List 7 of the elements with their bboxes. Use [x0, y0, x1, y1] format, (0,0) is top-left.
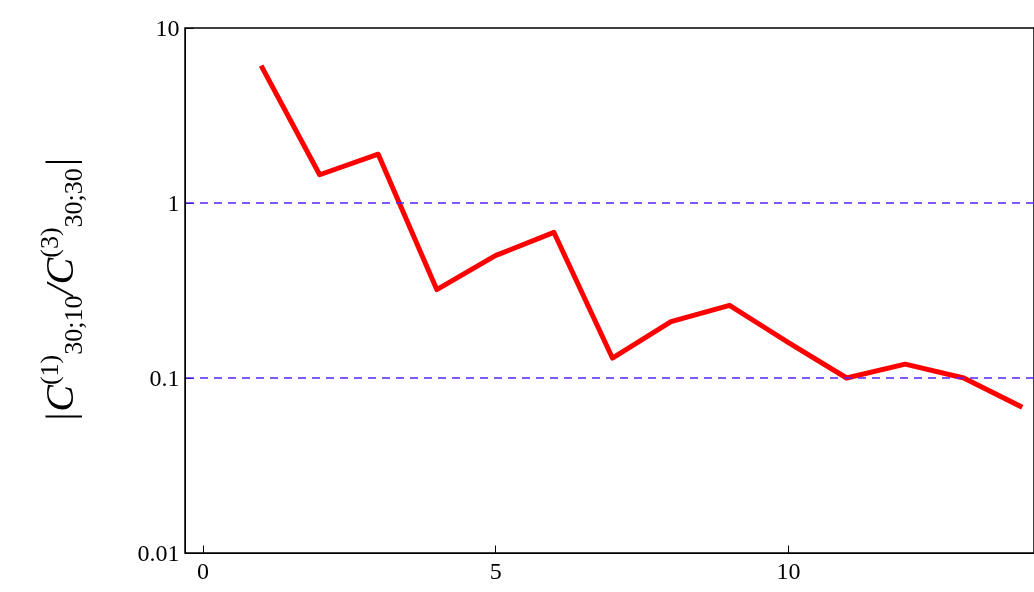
x-tick-label: 10	[776, 557, 801, 584]
x-tick-label: 0	[197, 557, 210, 584]
x-tick-label: 5	[489, 557, 502, 584]
y-tick-label: 0.01	[137, 539, 180, 566]
y-tick-label: 10	[155, 14, 180, 41]
y-tick-label: 0.1	[149, 364, 180, 391]
y-tick-label: 1	[167, 189, 180, 216]
